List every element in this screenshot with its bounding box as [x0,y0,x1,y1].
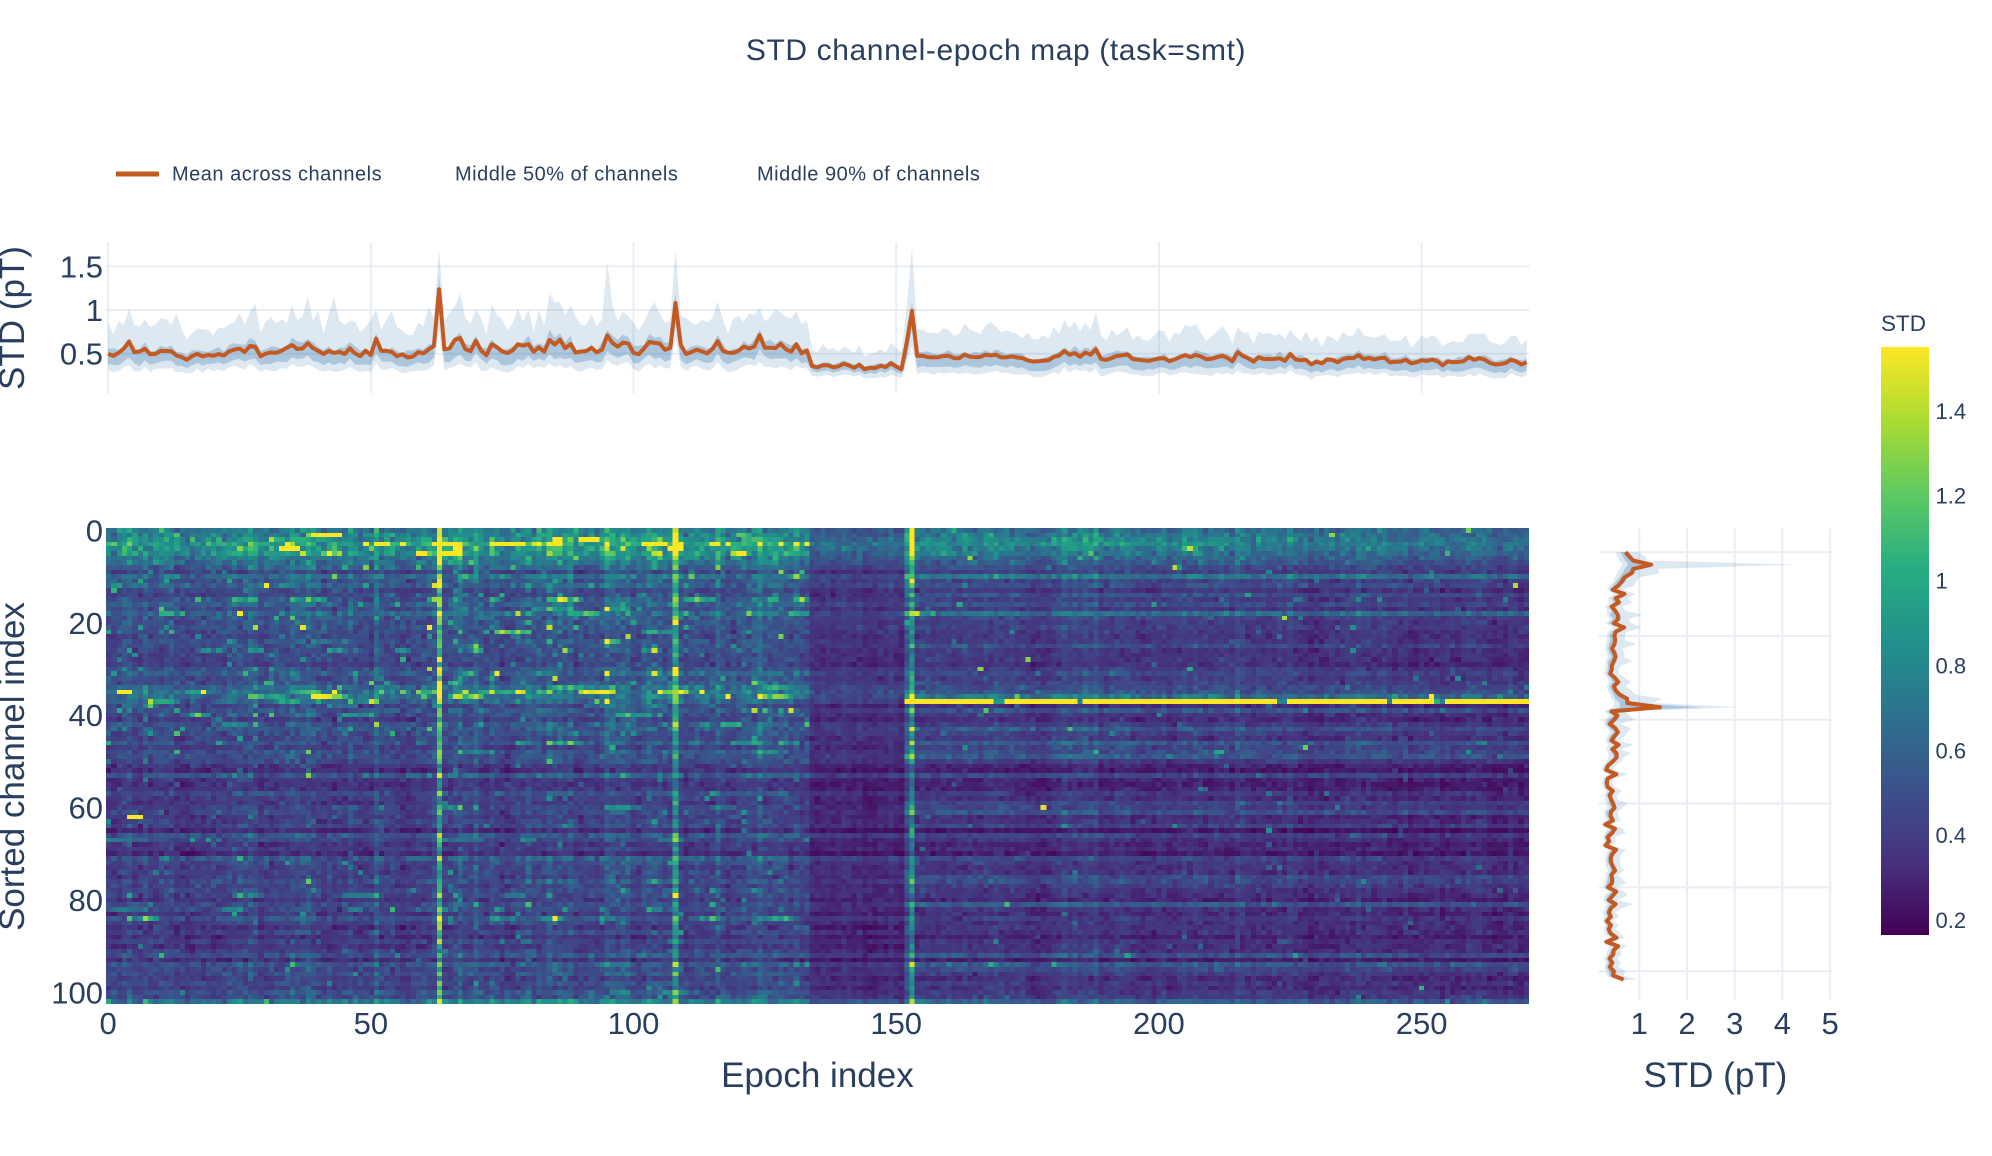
svg-text:1.2: 1.2 [1936,484,1967,509]
svg-text:1: 1 [1936,569,1948,594]
svg-text:1: 1 [86,293,103,328]
svg-text:Mean across channels: Mean across channels [172,164,382,186]
svg-text:150: 150 [870,1006,922,1041]
svg-text:5: 5 [1821,1006,1838,1041]
svg-text:50: 50 [354,1006,388,1041]
svg-text:60: 60 [69,791,103,826]
svg-text:0.2: 0.2 [1936,908,1967,933]
svg-text:1: 1 [1631,1006,1648,1041]
svg-text:0.5: 0.5 [60,337,103,372]
svg-text:0.6: 0.6 [1936,738,1967,763]
svg-text:Epoch index: Epoch index [721,1056,914,1095]
svg-text:4: 4 [1774,1006,1791,1041]
svg-text:Middle 90% of channels: Middle 90% of channels [757,164,980,186]
svg-text:100: 100 [51,975,103,1010]
svg-text:80: 80 [69,883,103,918]
svg-text:250: 250 [1396,1006,1448,1041]
svg-text:Sorted channel index: Sorted channel index [0,602,32,931]
svg-text:1.5: 1.5 [60,249,103,284]
svg-text:0: 0 [86,514,103,549]
svg-text:200: 200 [1133,1006,1185,1041]
svg-text:0: 0 [100,1006,117,1041]
svg-text:100: 100 [608,1006,660,1041]
svg-text:STD: STD [1881,311,1926,336]
svg-text:1.4: 1.4 [1936,399,1967,424]
svg-text:Middle 50% of channels: Middle 50% of channels [455,164,678,186]
svg-text:2: 2 [1678,1006,1695,1041]
svg-text:40: 40 [69,698,103,733]
svg-text:20: 20 [69,606,103,641]
svg-text:STD (pT): STD (pT) [1643,1056,1787,1095]
svg-text:STD channel-epoch map (task=sm: STD channel-epoch map (task=smt) [746,34,1246,67]
svg-text:STD (pT): STD (pT) [0,246,32,390]
svg-text:0.8: 0.8 [1936,653,1967,678]
svg-text:3: 3 [1726,1006,1743,1041]
svg-text:0.4: 0.4 [1936,823,1967,848]
